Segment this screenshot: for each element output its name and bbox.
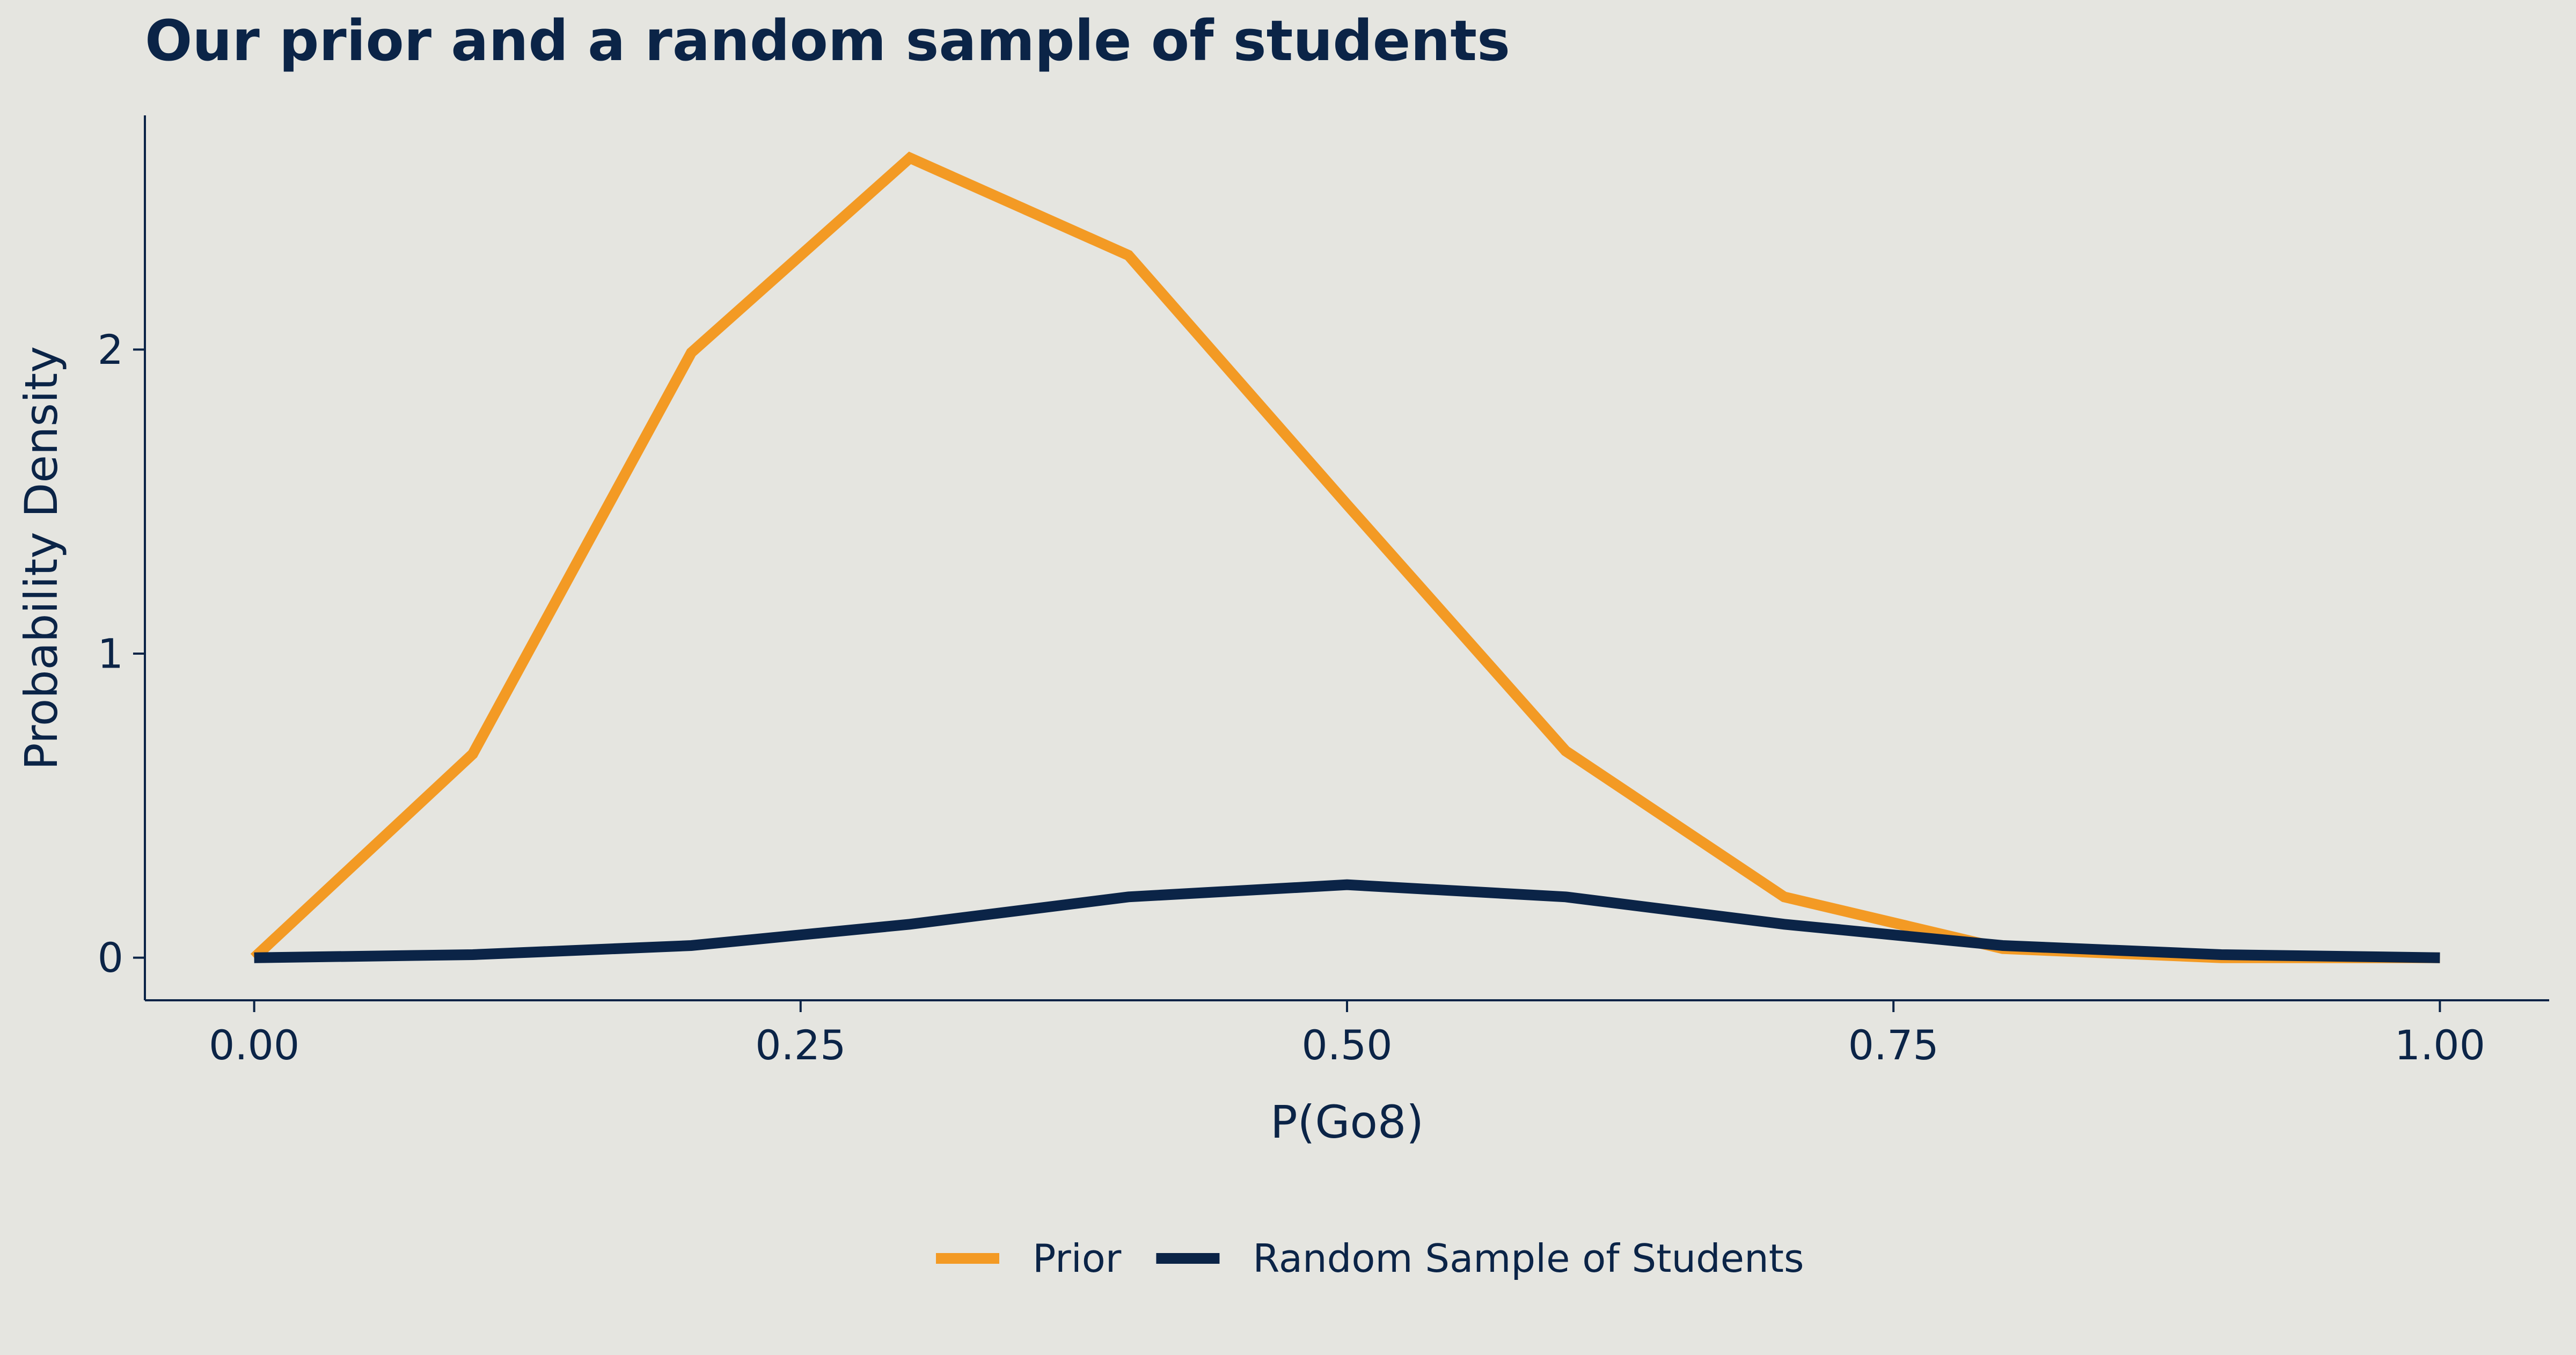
y-tick-label: 2 (98, 326, 123, 373)
x-tick-label: 0.50 (1301, 1021, 1392, 1069)
y-axis-label: Probability Density (15, 346, 68, 770)
legend-label-random-sample: Random Sample of Students (1253, 1236, 1804, 1281)
series-group (250, 151, 2440, 963)
y-ticks: 0 1 2 (98, 326, 145, 982)
axes (144, 115, 2549, 1001)
legend-label-prior: Prior (1033, 1236, 1122, 1281)
x-tick-label: 1.00 (2395, 1021, 2485, 1069)
chart-title: Our prior and a random sample of student… (145, 8, 1510, 74)
legend: Prior Random Sample of Students (936, 1236, 1804, 1281)
series-line-prior (250, 151, 2440, 963)
x-axis-label: P(Go8) (1270, 1096, 1424, 1148)
x-tick-label: 0.75 (1848, 1021, 1939, 1069)
x-tick-label: 0.25 (755, 1021, 846, 1069)
series-line-random-sample (254, 879, 2440, 963)
x-tick-label: 0.00 (209, 1021, 299, 1069)
y-tick-label: 0 (98, 934, 123, 982)
y-tick-label: 1 (98, 630, 123, 678)
x-ticks: 0.00 0.25 0.50 0.75 1.00 (209, 1000, 2485, 1069)
